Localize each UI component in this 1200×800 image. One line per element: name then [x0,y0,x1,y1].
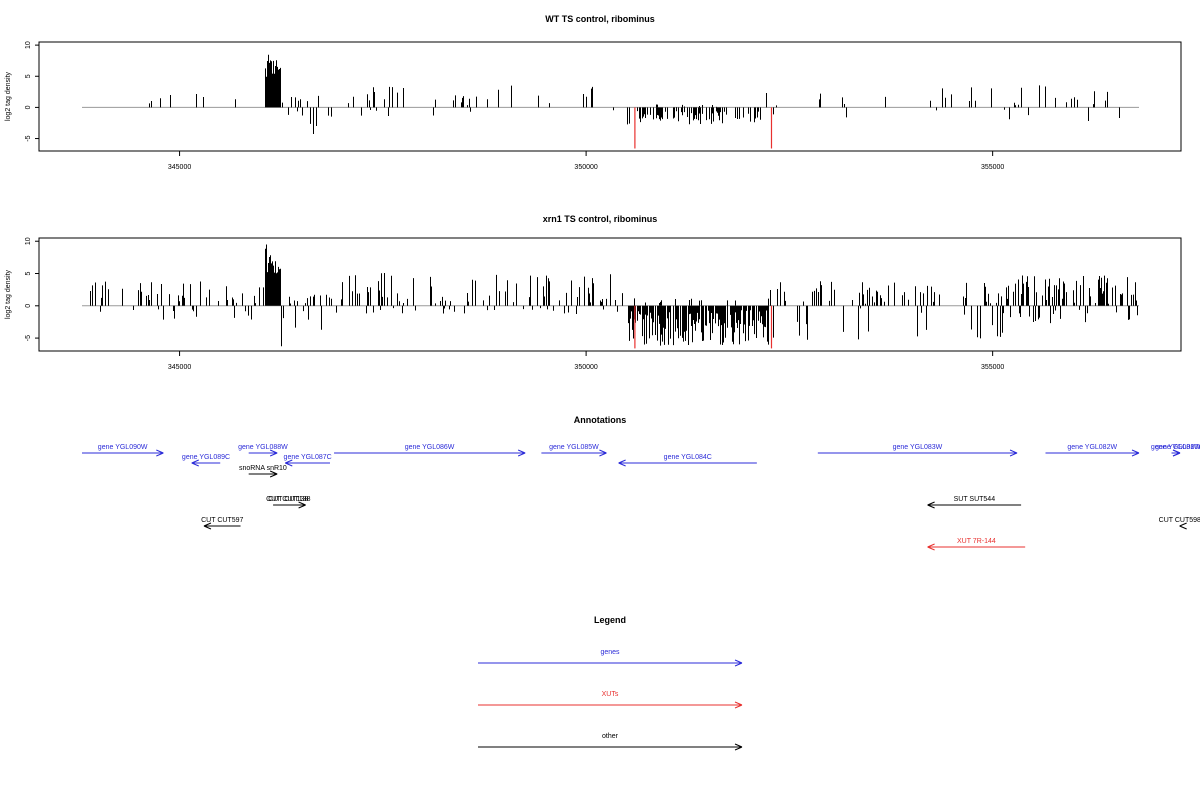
feature-label: snoRNA snR10 [239,465,287,472]
x-tick-label: 345000 [168,364,191,371]
feature-arrow [541,449,607,457]
annotation-feature: gene YGL083W [817,444,1018,457]
legend: Legend genes XUTs other [478,615,743,751]
legend-item-xuts: XUTs [478,691,743,709]
annotation-feature: gene YGL080W [1155,444,1200,457]
plot-frame [38,237,1182,352]
legend-arrow [478,743,743,751]
feature-label: XUT 7R-144 [957,538,996,545]
track-panel-1: WT TS control, ribominus log2 tag density… [5,14,1182,171]
feature-arrow [191,459,221,467]
annotation-feature: gene YGL085W [541,444,607,457]
feature-arrow [334,449,526,457]
x-tick-label: 345000 [168,164,191,171]
track-panel-2: xrn1 TS control, ribominus log2 tag densi… [5,214,1182,371]
feature-arrow [248,470,278,478]
feature-arrow [285,459,330,467]
y-tick-label: 0 [25,105,32,109]
legend-label: XUTs [602,691,619,698]
feature-arrow [618,459,757,467]
y-tick-label: 10 [25,237,32,245]
feature-label: CUT CUT138 [268,496,310,503]
feature-arrow [927,501,1022,509]
x-tick-label: 350000 [574,164,597,171]
legend-title: Legend [594,615,626,625]
y-tick-label: 0 [25,304,32,308]
x-tick-label: 355000 [981,364,1004,371]
y-tick-label: 10 [25,41,32,49]
y-axis-label: log2 tag density [5,269,12,319]
feature-label: CUT CUT597 [201,517,243,524]
legend-arrow [478,659,743,667]
feature-arrow [1045,449,1140,457]
tag-density-bars [90,244,1138,349]
feature-label: gene YGL089C [182,454,230,461]
feature-arrow [1172,449,1181,457]
annotation-feature: gene YGL089C [182,454,230,467]
feature-label: gene YGL087C [284,454,332,461]
feature-label: CUT CUT598 [1159,517,1200,524]
annotation-feature: gene YGL082W [1045,444,1140,457]
x-tick-label: 355000 [981,164,1004,171]
feature-arrow [82,449,164,457]
annotations-title: Annotations [574,415,627,425]
annotation-feature: gene YGL088W [238,444,288,457]
annotation-feature: SUT SUT544 [927,496,1022,509]
annotation-feature: CUT CUT138 [268,496,311,509]
annotation-feature: snoRNA snR10 [239,465,287,478]
annotation-feature: gene YGL087C [284,454,332,467]
annotation-feature: gene YGL090W [82,444,164,457]
feature-label: gene YGL083W [893,444,943,451]
feature-arrow [817,449,1018,457]
annotations-track: Annotations gene YGL090W gene YGL089C gene … [82,415,1200,551]
annotation-feature: XUT 7R-144 [927,538,1026,551]
feature-arrow [273,501,306,509]
y-tick-label: 5 [25,74,32,78]
annotation-feature: CUT CUT598 [1159,517,1200,530]
panel-title: WT TS control, ribominus [545,14,655,24]
feature-arrow [927,543,1026,551]
y-tick-label: -5 [25,135,32,141]
y-axis-label: log2 tag density [5,71,12,121]
legend-item-other: other [478,733,743,751]
feature-label: SUT SUT544 [954,496,996,503]
y-tick-label: 5 [25,271,32,275]
feature-arrow [248,449,278,457]
track-panels: WT TS control, ribominus log2 tag density… [5,14,1182,371]
legend-item-genes: genes [478,649,743,667]
feature-label: gene YGL082W [1067,444,1117,451]
legend-label: genes [600,649,620,656]
feature-label: gene YGL081W [1151,444,1200,451]
annotation-feature: CUT CUT597 [201,517,243,530]
y-tick-label: -5 [25,335,32,341]
annotation-feature: gene YGL084C [618,454,757,467]
plot-frame [38,41,1182,152]
feature-label: gene YGL090W [98,444,148,451]
feature-arrow [1179,522,1187,530]
feature-label: gene YGL084C [664,454,712,461]
tag-density-bars [149,54,1120,149]
feature-label: gene YGL080W [1155,444,1200,451]
legend-label: other [602,733,619,740]
legend-arrow [478,701,743,709]
feature-label: gene YGL086W [405,444,455,451]
overlap-feature-label: CUT CUT138 [266,496,308,503]
feature-label: gene YGL085W [549,444,599,451]
feature-label: gene YGL088W [238,444,288,451]
panel-title: xrn1 TS control, ribominus [543,214,658,224]
feature-arrow [203,522,241,530]
annotation-feature: gene YGL086W [334,444,526,457]
x-tick-label: 350000 [574,364,597,371]
